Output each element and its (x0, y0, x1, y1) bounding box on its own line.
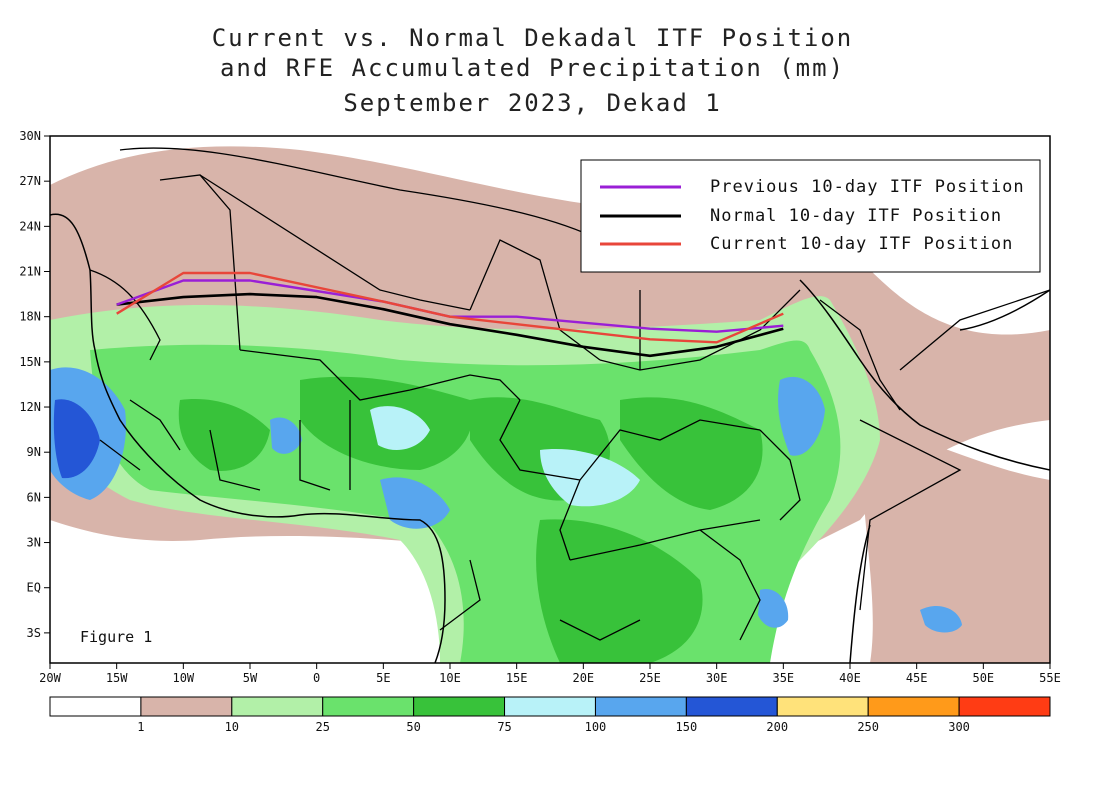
very-heavy-rain-patches (50, 367, 962, 633)
lat-tick-label: 27N (19, 174, 41, 188)
colorbar-segment (867, 696, 960, 717)
lat-tick-label: EQ (27, 581, 41, 595)
lat-tick-label: 15N (19, 355, 41, 369)
figure-label: Figure 1 (80, 628, 152, 646)
lon-tick-label: 30E (706, 671, 728, 685)
itf-line-current (116, 271, 784, 344)
longitude-axis: 20W 15W 10W 5W 0 5E 10E 15E 20E 25E 30E 35E 40E 45E 50… (39, 663, 1061, 685)
lon-tick-label: 45E (906, 671, 928, 685)
precipitation-colorbar: 1 10 25 50 75 100 150 200 250 300 (49, 696, 1051, 734)
lon-tick-label: 5E (376, 671, 390, 685)
lon-tick-label: 0 (313, 671, 320, 685)
itf-lines (116, 271, 784, 358)
map-title-date: September 2023, Dekad 1 (343, 89, 722, 117)
latitude-axis: 30N 27N 24N 21N 18N 15N 12N 9N 6N 3N EQ 3S (19, 129, 50, 640)
colorbar-tick-label: 200 (766, 720, 788, 734)
legend-label-previous: Previous 10-day ITF Position (710, 177, 1025, 197)
lon-tick-label: 40E (839, 671, 861, 685)
map-title-line-1: Current vs. Normal Dekadal ITF Position (211, 24, 854, 52)
map-frame (49, 135, 1051, 664)
lat-tick-label: 6N (27, 490, 41, 504)
colorbar-tick-label: 100 (585, 720, 607, 734)
africa-coastline (50, 213, 446, 663)
itf-legend: Previous 10-day ITF Position Normal 10-d… (580, 159, 1041, 273)
lon-tick-label: 5W (243, 671, 258, 685)
legend-label-current: Current 10-day ITF Position (710, 234, 1013, 254)
lat-tick-label: 12N (19, 400, 41, 414)
lon-tick-label: 35E (772, 671, 794, 685)
lon-tick-label: 10E (439, 671, 461, 685)
lat-tick-label: 21N (19, 265, 41, 279)
colorbar-tick-label: 75 (497, 720, 511, 734)
itf-line-normal (116, 292, 784, 358)
colorbar-tick-label: 10 (225, 720, 239, 734)
colorbar-tick-label: 250 (857, 720, 879, 734)
colorbar-segment (504, 696, 596, 717)
east-africa-coastline (799, 279, 1050, 663)
colorbar-segment (140, 696, 233, 717)
lat-tick-label: 9N (27, 445, 41, 459)
mediterranean-coastline (119, 147, 601, 241)
lon-tick-label: 10W (172, 671, 194, 685)
lon-tick-label: 50E (972, 671, 994, 685)
lon-tick-label: 25E (639, 671, 661, 685)
lon-tick-label: 20W (39, 671, 61, 685)
colorbar-segment (231, 696, 324, 717)
lon-tick-label: 15W (106, 671, 128, 685)
colorbar-segment (49, 696, 142, 717)
colorbar-tick-label: 50 (406, 720, 420, 734)
colorbar-segment (413, 696, 506, 717)
lat-tick-label: 3S (27, 626, 41, 640)
colorbar-tick-label: 150 (676, 720, 698, 734)
lat-tick-label: 30N (19, 129, 41, 143)
country-boundaries (89, 174, 1050, 641)
colorbar-segment (322, 696, 415, 717)
colorbar-segment (776, 696, 869, 717)
map-title-line-2: and RFE Accumulated Precipitation (mm) (219, 54, 846, 82)
lon-tick-label: 20E (572, 671, 594, 685)
legend-label-normal: Normal 10-day ITF Position (710, 206, 1002, 226)
lon-tick-label: 55E (1039, 671, 1061, 685)
colorbar-segment (685, 696, 778, 717)
colorbar-segment (594, 696, 687, 717)
lat-tick-label: 3N (27, 536, 41, 550)
colorbar-tick-label: 1 (137, 720, 144, 734)
colorbar-tick-label: 25 (316, 720, 330, 734)
colorbar-segment (958, 696, 1051, 717)
lon-tick-label: 15E (506, 671, 528, 685)
colorbar-tick-label: 300 (948, 720, 970, 734)
lat-tick-label: 18N (19, 310, 41, 324)
dry-rainfall-zone-east (860, 420, 1050, 663)
lat-tick-label: 24N (19, 219, 41, 233)
